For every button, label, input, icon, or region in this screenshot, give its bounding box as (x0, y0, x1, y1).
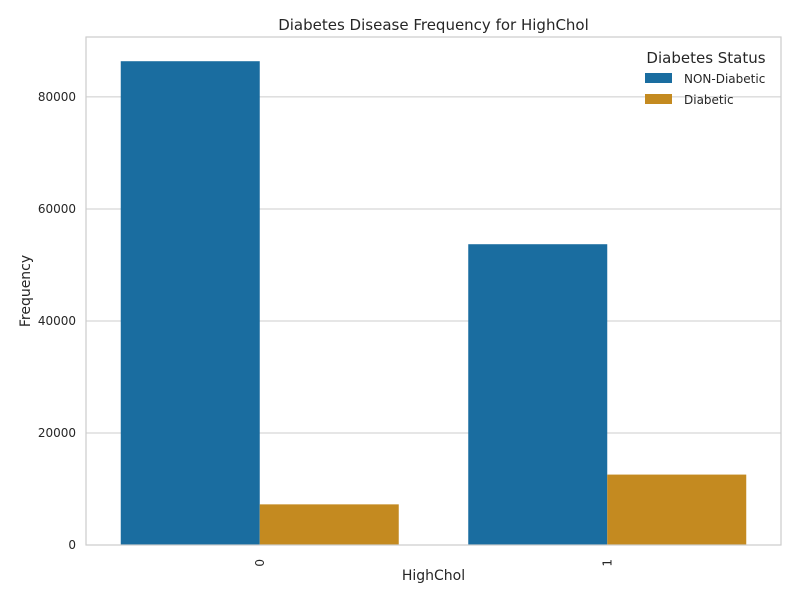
y-tick-label: 40000 (38, 314, 76, 328)
y-tick-label: 80000 (38, 90, 76, 104)
bars (120, 61, 747, 546)
bar-non-diabetic-0 (120, 61, 260, 545)
y-tick-label: 20000 (38, 426, 76, 440)
chart-title: Diabetes Disease Frequency for HighChol (278, 16, 589, 34)
x-tick-label: 0 (253, 559, 267, 567)
legend: Diabetes Status NON-Diabetic Diabetic (645, 49, 766, 107)
y-tick-labels: 0 20000 40000 60000 80000 (38, 90, 76, 552)
bar-non-diabetic-1 (468, 244, 608, 546)
bar-diabetic-0 (259, 504, 399, 545)
legend-swatch-non-diabetic (645, 73, 672, 83)
y-tick-label: 60000 (38, 202, 76, 216)
legend-swatch-diabetic (645, 94, 672, 104)
legend-label: NON-Diabetic (684, 72, 765, 86)
legend-label: Diabetic (684, 93, 734, 107)
y-axis-label: Frequency (18, 255, 34, 327)
legend-title: Diabetes Status (646, 49, 765, 67)
bar-diabetic-1 (607, 474, 747, 545)
x-tick-label: 1 (600, 559, 614, 567)
y-tick-label: 0 (68, 538, 76, 552)
x-axis-label: HighChol (402, 568, 465, 584)
plot-frame (85, 36, 782, 546)
